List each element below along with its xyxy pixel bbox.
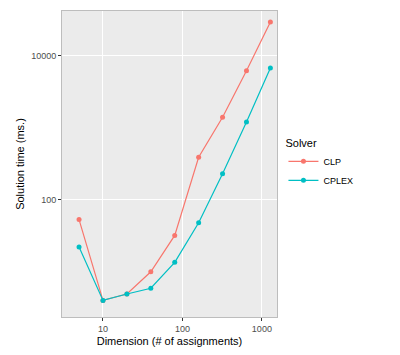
svg-text:CPLEX: CPLEX	[323, 176, 353, 186]
svg-text:100: 100	[175, 324, 190, 334]
svg-text:Solver: Solver	[285, 137, 317, 149]
svg-text:CLP: CLP	[323, 157, 341, 167]
svg-text:1000: 1000	[252, 324, 272, 334]
svg-text:10000: 10000	[31, 51, 56, 61]
svg-text:Solution time (ms.): Solution time (ms.)	[14, 118, 26, 210]
svg-text:10: 10	[98, 324, 108, 334]
svg-text:100: 100	[41, 195, 56, 205]
svg-text:Dimension (# of assignments): Dimension (# of assignments)	[97, 335, 243, 347]
